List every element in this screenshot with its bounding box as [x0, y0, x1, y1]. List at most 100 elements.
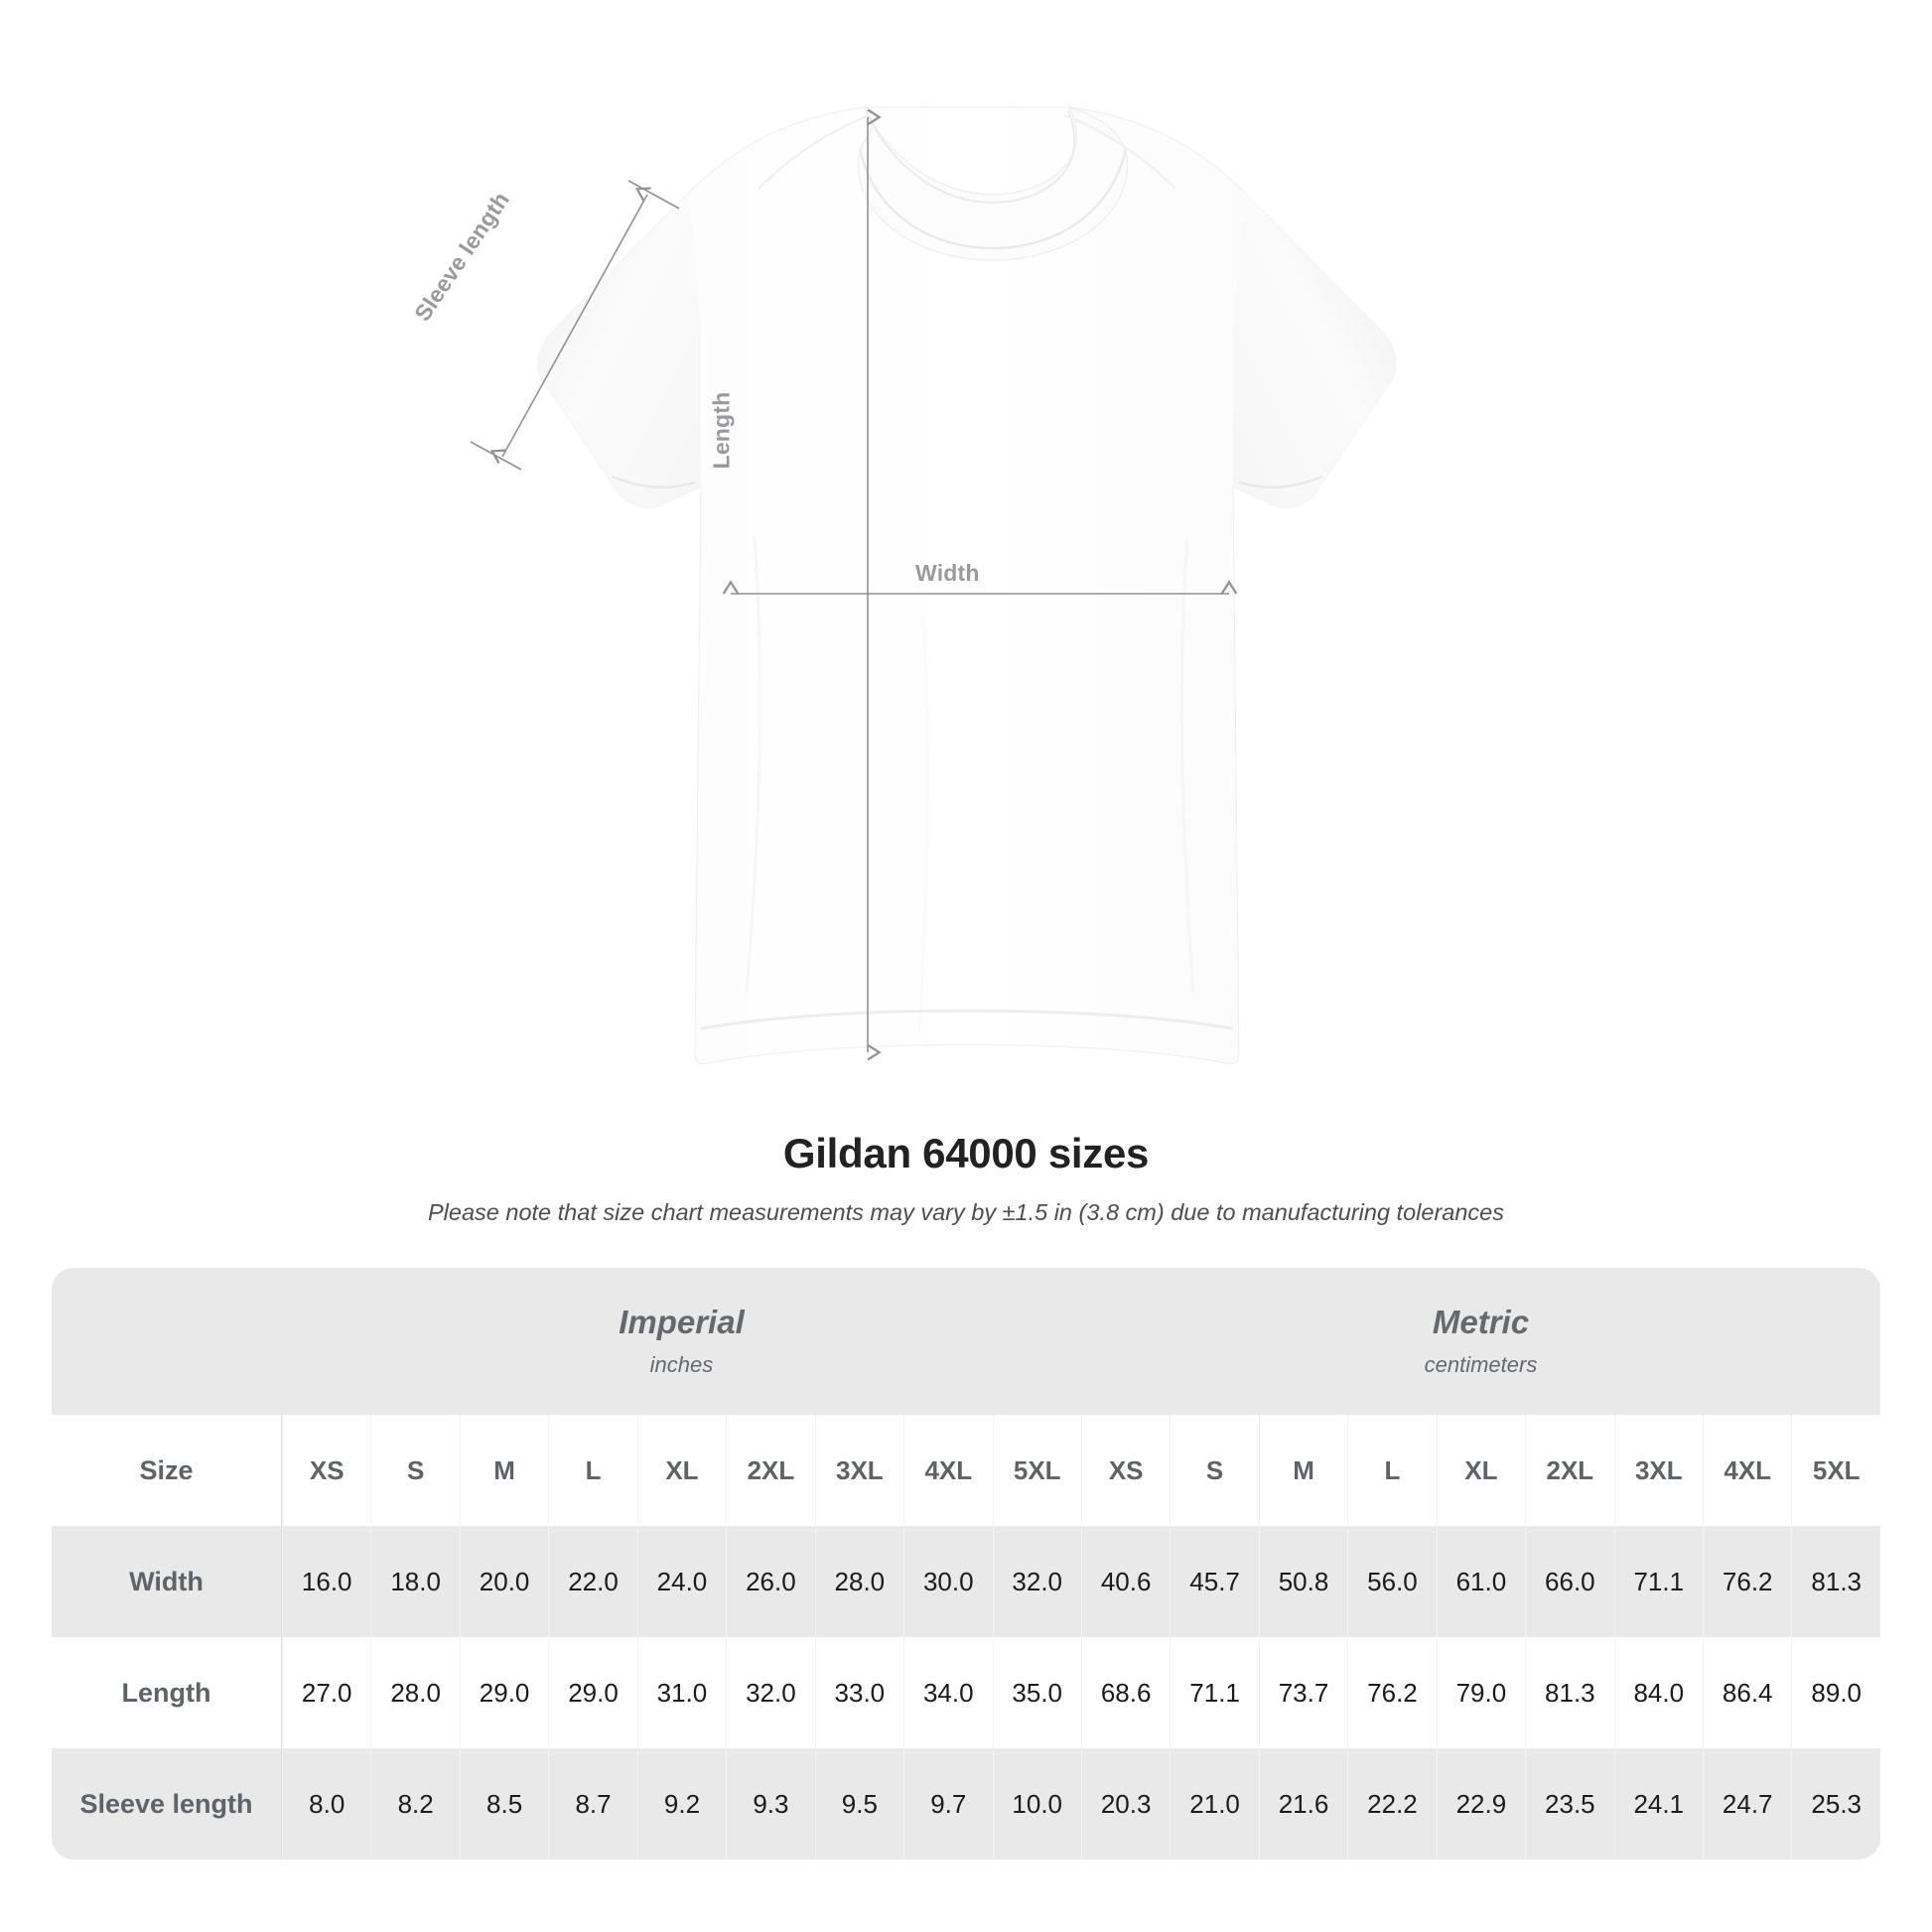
measurement-value: 71.1	[1170, 1637, 1259, 1748]
unit-banner-spacer	[52, 1268, 282, 1415]
measurement-value: 18.0	[370, 1526, 460, 1637]
measurement-value: 79.0	[1436, 1637, 1526, 1748]
size-column-header: 2XL	[726, 1415, 815, 1526]
tolerance-note: Please note that size chart measurements…	[428, 1199, 1504, 1225]
measurement-value: 22.2	[1347, 1748, 1437, 1860]
measurement-value: 45.7	[1170, 1526, 1259, 1637]
unit-block-imperial: Imperial inches	[282, 1268, 1081, 1415]
size-column-header: 4XL	[903, 1415, 993, 1526]
table-row: Length 27.0 28.0 29.0 29.0 31.0 32.0 33.0 34.0 35…	[52, 1637, 1880, 1748]
size-column-header: XL	[1436, 1415, 1526, 1526]
title-block: Gildan 64000 sizes Please note that size…	[0, 1112, 1932, 1226]
measurement-value: 31.0	[636, 1637, 727, 1748]
measurement-value: 27.0	[282, 1637, 371, 1748]
measurement-value: 89.0	[1791, 1637, 1880, 1748]
size-chart-table: Imperial inches Metric centimeters Size XS S M L…	[52, 1268, 1880, 1860]
size-column-header: S	[370, 1415, 460, 1526]
table-row: Width 16.0 18.0 20.0 22.0 24.0 26.0 28.0 30.0 32.…	[52, 1526, 1880, 1637]
measurement-value: 86.4	[1703, 1637, 1792, 1748]
size-column-header: XS	[1080, 1415, 1171, 1526]
measurement-value: 20.0	[459, 1526, 549, 1637]
measurement-value: 22.0	[548, 1526, 637, 1637]
left-shoulder-seam	[758, 113, 871, 190]
collar	[857, 105, 1129, 261]
size-column-header: XS	[282, 1415, 371, 1526]
measurement-value: 73.7	[1258, 1637, 1348, 1748]
measurement-value: 21.0	[1170, 1748, 1259, 1860]
right-sleeve	[1233, 193, 1397, 508]
measurement-value: 20.3	[1080, 1748, 1171, 1860]
measurement-value: 22.9	[1436, 1748, 1526, 1860]
measurement-value: 32.0	[992, 1526, 1081, 1637]
measurement-value: 8.7	[548, 1748, 637, 1860]
measurement-value: 40.6	[1080, 1526, 1171, 1637]
measurement-value: 34.0	[903, 1637, 993, 1748]
measurement-value: 50.8	[1258, 1526, 1348, 1637]
measurement-value: 33.0	[814, 1637, 904, 1748]
measurement-value: 16.0	[282, 1526, 371, 1637]
measurement-value: 61.0	[1436, 1526, 1526, 1637]
size-header-row: Size XS S M L XL 2XL 3XL 4XL 5XL XS S M L XL 2XL 3XL 4XL 5…	[52, 1415, 1880, 1526]
measurement-value: 66.0	[1525, 1526, 1614, 1637]
size-column-header: L	[548, 1415, 637, 1526]
measurement-value: 9.3	[726, 1748, 815, 1860]
size-row-header: Size	[52, 1415, 282, 1526]
size-column-header: M	[459, 1415, 549, 1526]
measurement-value: 71.1	[1613, 1526, 1703, 1637]
size-column-header: L	[1347, 1415, 1437, 1526]
measurement-row-label: Sleeve length	[52, 1748, 282, 1860]
measurement-value: 8.0	[282, 1748, 371, 1860]
width-label: Width	[915, 560, 980, 586]
measurement-value: 29.0	[459, 1637, 549, 1748]
sleeve-length-dimension-arrow	[470, 180, 680, 471]
left-sleeve	[537, 193, 701, 508]
size-column-header: 2XL	[1525, 1415, 1614, 1526]
measurement-value: 8.5	[459, 1748, 549, 1860]
measurement-value: 32.0	[726, 1637, 815, 1748]
measurement-row-label: Length	[52, 1637, 282, 1748]
unit-block-subtitle: centimeters	[1424, 1351, 1538, 1377]
measurement-value: 25.3	[1791, 1748, 1880, 1860]
measurement-value: 21.6	[1258, 1748, 1348, 1860]
measurement-value: 24.0	[636, 1526, 727, 1637]
length-label: Length	[708, 391, 735, 470]
size-column-header: S	[1170, 1415, 1259, 1526]
size-chart-table-wrap: Imperial inches Metric centimeters Size XS S M L…	[52, 1268, 1880, 1860]
measurement-value: 10.0	[992, 1748, 1081, 1860]
measurement-value: 76.2	[1703, 1526, 1792, 1637]
left-sleeve-hem	[611, 475, 696, 488]
right-shoulder-seam	[1063, 113, 1176, 190]
tshirt-diagram	[470, 105, 1397, 1065]
right-sleeve-hem	[1238, 475, 1323, 488]
bottom-hem	[700, 1009, 1234, 1031]
size-column-header: XL	[636, 1415, 727, 1526]
measurement-value: 30.0	[903, 1526, 993, 1637]
measurement-value: 28.0	[370, 1637, 460, 1748]
measurement-value: 76.2	[1347, 1637, 1437, 1748]
measurement-value: 9.7	[903, 1748, 993, 1860]
size-column-header: 5XL	[1791, 1415, 1880, 1526]
unit-block-name: Metric	[1432, 1303, 1530, 1340]
measurement-value: 9.2	[636, 1748, 727, 1860]
measurement-value: 68.6	[1080, 1637, 1171, 1748]
measurement-value: 23.5	[1525, 1748, 1614, 1860]
measurement-value: 26.0	[726, 1526, 815, 1637]
size-column-header: M	[1258, 1415, 1348, 1526]
unit-block-name: Imperial	[619, 1303, 745, 1340]
unit-block-metric: Metric centimeters	[1080, 1268, 1880, 1415]
measurement-value: 35.0	[992, 1637, 1081, 1748]
measurement-value: 56.0	[1347, 1526, 1437, 1637]
size-column-header: 3XL	[814, 1415, 904, 1526]
table-row: Sleeve length 8.0 8.2 8.5 8.7 9.2 9.3 9.5 9.7 10.…	[52, 1748, 1880, 1860]
size-column-header: 4XL	[1703, 1415, 1792, 1526]
measurement-value: 28.0	[814, 1526, 904, 1637]
size-column-header: 5XL	[992, 1415, 1081, 1526]
measurement-value: 84.0	[1613, 1637, 1703, 1748]
unit-block-subtitle: inches	[649, 1351, 714, 1377]
measurement-value: 24.7	[1703, 1748, 1792, 1860]
measurement-value: 8.2	[370, 1748, 460, 1860]
measurement-value: 9.5	[814, 1748, 904, 1860]
measurement-value: 29.0	[548, 1637, 637, 1748]
unit-banner-row: Imperial inches Metric centimeters	[52, 1268, 1880, 1415]
measurement-value: 81.3	[1525, 1637, 1614, 1748]
